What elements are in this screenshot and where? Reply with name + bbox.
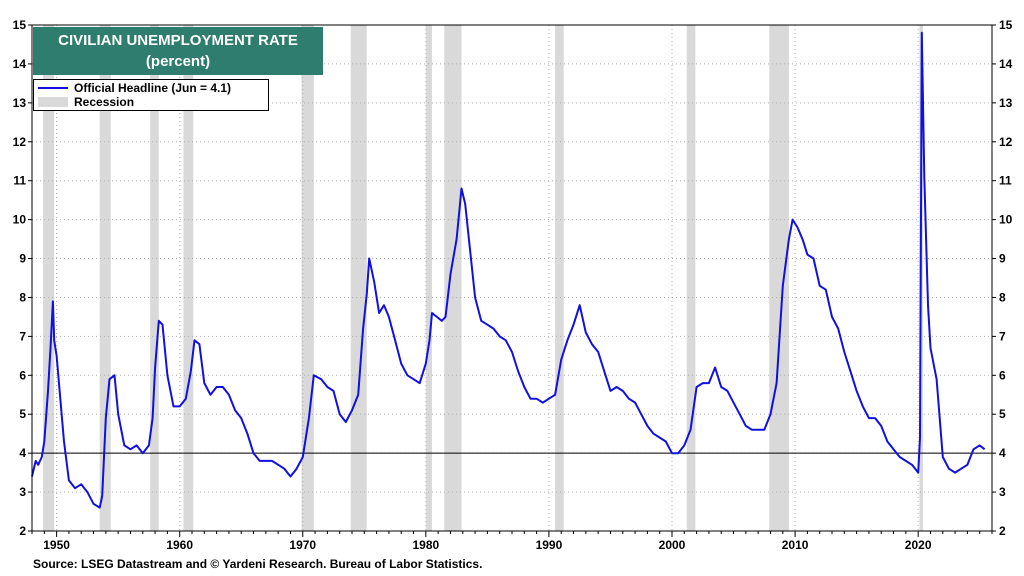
y-tick-label-left-13: 13: [13, 96, 27, 110]
recession-band-9: [686, 25, 696, 531]
y-tick-label-right-14: 14: [999, 57, 1013, 71]
y-tick-label-left-12: 12: [13, 135, 27, 149]
y-tick-label-right-15: 15: [999, 18, 1013, 32]
recession-band-10: [769, 25, 789, 531]
y-tick-label-left-5: 5: [19, 407, 26, 421]
legend: Official Headline (Jun = 4.1) Recession: [33, 79, 269, 111]
y-tick-label-right-5: 5: [999, 407, 1006, 421]
x-tick-label-1960: 1960: [166, 538, 193, 552]
y-tick-label-right-6: 6: [999, 368, 1006, 382]
y-tick-label-left-4: 4: [19, 446, 26, 460]
x-tick-label-1950: 1950: [43, 538, 70, 552]
y-tick-label-left-8: 8: [19, 290, 26, 304]
legend-line-swatch: [38, 87, 68, 89]
y-tick-label-left-9: 9: [19, 252, 26, 266]
y-tick-label-left-7: 7: [19, 329, 26, 343]
axes: 2 2 3 3 4 4 5 5 6 6 7 7 8 8 9 9 10 10 11 11 12 12 13 13 14 14 15 15…: [13, 18, 1013, 552]
y-tick-label-right-10: 10: [999, 213, 1013, 227]
y-tick-label-left-3: 3: [19, 485, 26, 499]
legend-label-official-headline: Official Headline (Jun = 4.1): [74, 81, 232, 95]
y-tick-label-left-11: 11: [13, 174, 26, 188]
y-tick-label-right-9: 9: [999, 252, 1006, 266]
recession-band-8: [555, 25, 564, 531]
series-line-official-headline: [31, 31, 986, 509]
legend-item-recession: Recession: [38, 95, 134, 109]
recession-band-6: [425, 25, 432, 531]
legend-recession-swatch: [38, 97, 68, 107]
y-tick-label-left-10: 10: [13, 213, 27, 227]
x-tick-label-2020: 2020: [905, 538, 932, 552]
y-tick-label-right-8: 8: [999, 290, 1006, 304]
x-tick-label-2000: 2000: [659, 538, 686, 552]
recession-band-2: [150, 25, 159, 531]
y-tick-label-right-13: 13: [999, 96, 1013, 110]
y-tick-label-right-11: 11: [999, 174, 1012, 188]
y-tick-label-right-12: 12: [999, 135, 1013, 149]
source-note: Source: LSEG Datastream and © Yardeni Re…: [33, 557, 483, 571]
recession-band-0: [43, 25, 55, 531]
chart-title-box: CIVILIAN UNEMPLOYMENT RATE (percent): [33, 27, 323, 75]
recession-band-7: [444, 25, 462, 531]
recession-band-5: [350, 25, 367, 531]
recession-band-1: [99, 25, 111, 531]
y-tick-label-right-7: 7: [999, 329, 1006, 343]
x-tick-label-2010: 2010: [782, 538, 809, 552]
recession-band-3: [183, 25, 194, 531]
y-tick-label-right-4: 4: [999, 446, 1006, 460]
chart-title: CIVILIAN UNEMPLOYMENT RATE: [58, 32, 298, 49]
recession-bands: [43, 25, 924, 531]
x-tick-label-1990: 1990: [536, 538, 563, 552]
legend-label-recession: Recession: [74, 95, 135, 109]
y-tick-label-right-2: 2: [999, 524, 1006, 538]
x-tick-label-1980: 1980: [412, 538, 439, 552]
y-tick-label-left-6: 6: [19, 368, 26, 382]
y-tick-label-left-15: 15: [13, 18, 27, 32]
y-tick-label-right-3: 3: [999, 485, 1006, 499]
legend-item-official-headline: Official Headline (Jun = 4.1): [38, 81, 231, 95]
x-tick-label-1970: 1970: [289, 538, 316, 552]
y-tick-label-left-2: 2: [19, 524, 26, 538]
y-tick-label-left-14: 14: [13, 57, 27, 71]
chart-subtitle: (percent): [145, 53, 211, 70]
